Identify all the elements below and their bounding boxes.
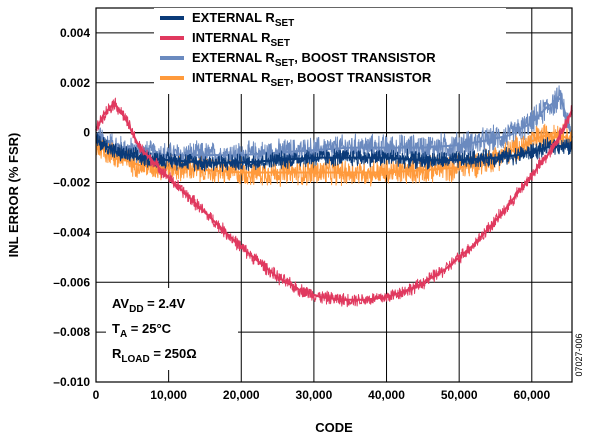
y-tick-label: –0.010 <box>53 375 90 389</box>
legend-label-1: INTERNAL RSET <box>192 30 290 49</box>
series-line-1 <box>95 97 573 308</box>
x-tick-label: 20,000 <box>223 388 260 402</box>
condition-line-1: TA = 25°C <box>112 321 172 340</box>
x-tick-label: 40,000 <box>368 388 405 402</box>
y-tick-label: 0.002 <box>60 76 90 90</box>
x-tick-label: 50,000 <box>441 388 478 402</box>
y-tick-label: –0.006 <box>53 275 90 289</box>
figure-id: 07027-006 <box>574 333 584 376</box>
series-line-0 <box>95 133 573 172</box>
x-tick-label: 60,000 <box>513 388 550 402</box>
condition-line-0: AVDD = 2.4V <box>112 296 185 315</box>
x-tick-label: 30,000 <box>296 388 333 402</box>
condition-line-2: RLOAD = 250Ω <box>112 346 197 365</box>
series-line-2 <box>95 85 573 169</box>
conditions-box: AVDD = 2.4V TA = 25°C RLOAD = 250Ω <box>106 288 238 370</box>
y-tick-labels: 0.004 0.002 0 –0.002 –0.004 –0.006 –0.008 –0.01… <box>53 26 90 389</box>
x-axis-title: CODE <box>315 420 353 435</box>
y-tick-label: –0.004 <box>53 225 90 239</box>
x-tick-label: 0 <box>93 388 100 402</box>
series-trend-1 <box>95 101 573 301</box>
y-tick-label: –0.008 <box>53 325 90 339</box>
legend-label-3: INTERNAL RSET, BOOST TRANSISTOR <box>192 70 432 89</box>
conditions-box-background <box>106 288 238 370</box>
y-tick-label: 0.004 <box>60 26 90 40</box>
x-tick-labels: 0 10,000 20,000 30,000 40,000 50,000 60,000 <box>93 388 551 402</box>
legend-background <box>154 8 506 94</box>
y-axis-title: INL ERROR (% FSR) <box>6 133 21 258</box>
series-trend-0 <box>95 139 573 164</box>
x-tick-label: 10,000 <box>150 388 187 402</box>
series-trend-3 <box>95 131 573 174</box>
legend-label-0: EXTERNAL RSET <box>192 10 294 29</box>
y-tick-label: 0 <box>83 126 90 140</box>
series-line-3 <box>95 123 573 187</box>
legend-label-2: EXTERNAL RSET, BOOST TRANSISTOR <box>192 50 436 69</box>
y-tick-label: –0.002 <box>53 176 90 190</box>
series-layer <box>95 85 573 308</box>
